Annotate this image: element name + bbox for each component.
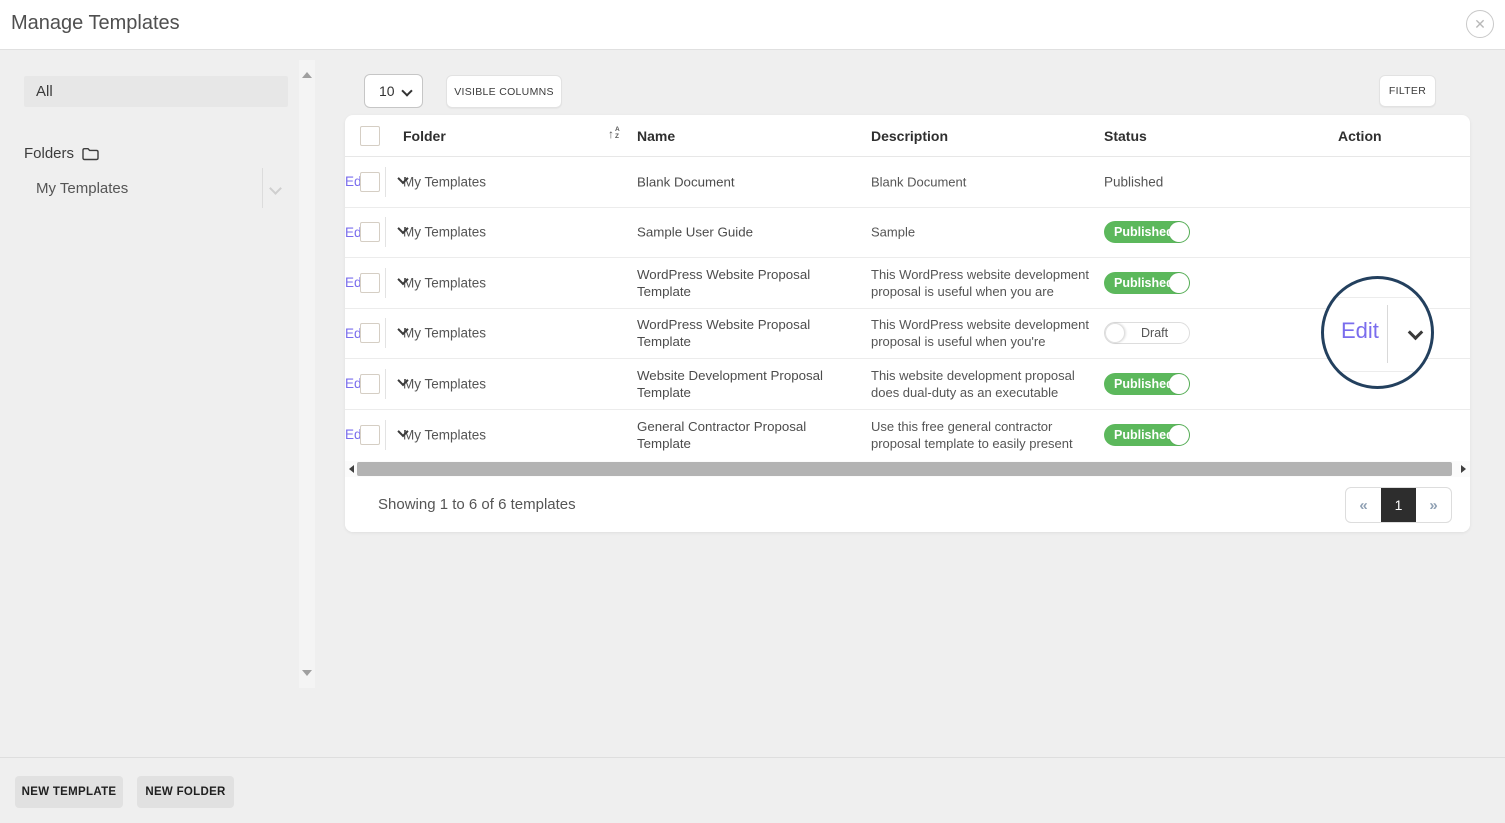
- cell-description: This WordPress website development propo…: [871, 317, 1089, 350]
- cell-name: WordPress Website Proposal Template: [637, 266, 811, 299]
- dialog-footer: NEW TEMPLATE NEW FOLDER: [0, 757, 1505, 823]
- action-divider: [385, 368, 387, 399]
- toggle-knob: [1105, 323, 1125, 344]
- sort-az-icon[interactable]: ↑ A Z: [608, 126, 620, 141]
- visible-columns-button[interactable]: VISIBLE COLUMNS: [446, 75, 562, 108]
- action-divider: [385, 419, 387, 450]
- table-row: My Templates General Contractor Proposal…: [345, 410, 1470, 461]
- table-row: My Templates WordPress Website Proposal …: [345, 258, 1470, 309]
- sidebar-item-divider: [262, 168, 263, 208]
- folders-label: Folders: [24, 145, 75, 162]
- row-checkbox[interactable]: [360, 323, 380, 344]
- sidebar-item-my-templates[interactable]: My Templates: [36, 180, 129, 197]
- action-divider: [385, 217, 387, 248]
- pagination: « 1 »: [1345, 487, 1452, 523]
- column-header-folder[interactable]: Folder: [403, 128, 446, 144]
- filter-button[interactable]: FILTER: [1379, 75, 1436, 107]
- templates-table: Folder ↑ A Z Name Description Status Act…: [345, 115, 1470, 532]
- cell-folder: My Templates: [403, 275, 487, 291]
- folder-icon: [82, 147, 99, 161]
- select-all-checkbox[interactable]: [360, 125, 380, 146]
- cell-description: This WordPress website development propo…: [871, 266, 1089, 299]
- table-footer: Showing 1 to 6 of 6 templates « 1 »: [345, 477, 1470, 532]
- status-toggle-draft[interactable]: Draft: [1104, 322, 1190, 345]
- status-text: Published: [1104, 174, 1164, 190]
- scroll-right-icon[interactable]: [1461, 465, 1466, 473]
- row-checkbox[interactable]: [360, 373, 380, 394]
- scroll-left-icon[interactable]: [349, 465, 354, 473]
- column-header-name[interactable]: Name: [637, 128, 676, 144]
- cell-description: Blank Document: [871, 174, 967, 190]
- close-icon: ✕: [1474, 15, 1486, 32]
- row-checkbox[interactable]: [360, 424, 380, 445]
- cell-name: WordPress Website Proposal Template: [637, 317, 811, 350]
- cell-folder: My Templates: [403, 325, 487, 341]
- row-checkbox[interactable]: [360, 222, 380, 243]
- page-title: Manage Templates: [11, 12, 180, 34]
- folders-heading: Folders: [24, 145, 99, 162]
- cell-folder: My Templates: [403, 376, 487, 392]
- horizontal-scrollbar[interactable]: [345, 461, 1470, 477]
- cell-name: General Contractor Proposal Template: [637, 418, 807, 451]
- sidebar-item-all[interactable]: All: [24, 76, 288, 107]
- chevron-down-icon: [401, 85, 413, 97]
- toggle-knob: [1169, 222, 1189, 243]
- table-row: My Templates Sample User Guide Sample Pu…: [345, 208, 1470, 258]
- scroll-down-icon[interactable]: [302, 670, 312, 676]
- cell-name: Sample User Guide: [637, 224, 754, 240]
- cell-folder: My Templates: [403, 174, 487, 190]
- results-summary: Showing 1 to 6 of 6 templates: [378, 496, 576, 513]
- toggle-knob: [1169, 272, 1189, 293]
- dialog-header: Manage Templates ✕: [0, 0, 1505, 50]
- pagination-next-button[interactable]: »: [1429, 496, 1438, 514]
- row-checkbox[interactable]: [360, 171, 380, 192]
- column-header-description[interactable]: Description: [871, 128, 949, 144]
- pagination-current-page[interactable]: 1: [1381, 488, 1416, 522]
- edit-button-magnified[interactable]: Edit: [1341, 318, 1379, 343]
- cell-description: Use this free general contractor proposa…: [871, 418, 1073, 451]
- status-toggle-published[interactable]: Published: [1104, 423, 1190, 446]
- cell-description: This website development proposal does d…: [871, 367, 1075, 400]
- column-header-status[interactable]: Status: [1104, 128, 1147, 144]
- row-checkbox[interactable]: [360, 272, 380, 293]
- toggle-knob: [1169, 373, 1189, 394]
- action-divider: [1387, 305, 1388, 363]
- table-row: My Templates Blank Document Blank Docume…: [345, 157, 1470, 208]
- status-toggle-published[interactable]: Published: [1104, 271, 1190, 294]
- toggle-knob: [1169, 424, 1189, 445]
- column-header-action: Action: [1338, 128, 1382, 144]
- close-button[interactable]: ✕: [1466, 10, 1494, 38]
- sidebar-scrollbar[interactable]: [299, 60, 315, 688]
- page-size-value: 10: [379, 83, 395, 99]
- new-template-button[interactable]: NEW TEMPLATE: [15, 776, 123, 808]
- row-divider: [1324, 297, 1431, 298]
- action-divider: [385, 318, 387, 349]
- pagination-prev-button[interactable]: «: [1359, 496, 1368, 514]
- magnifier-loupe: Edit: [1321, 276, 1434, 389]
- status-toggle-published[interactable]: Published: [1104, 372, 1190, 395]
- scroll-up-icon[interactable]: [302, 72, 312, 78]
- chevron-down-icon[interactable]: [1407, 324, 1424, 341]
- row-divider: [1324, 371, 1431, 372]
- cell-name: Blank Document: [637, 174, 735, 190]
- cell-folder: My Templates: [403, 427, 487, 443]
- action-divider: [385, 166, 387, 197]
- table-row: My Templates WordPress Website Proposal …: [345, 309, 1470, 359]
- table-header-row: Folder ↑ A Z Name Description Status Act…: [345, 115, 1470, 157]
- table-row: My Templates Website Development Proposa…: [345, 359, 1470, 410]
- cell-description: Sample: [871, 224, 916, 240]
- action-divider: [385, 267, 387, 298]
- status-toggle-published[interactable]: Published: [1104, 221, 1190, 244]
- cell-name: Website Development Proposal Template: [637, 367, 824, 400]
- scrollbar-thumb[interactable]: [357, 462, 1452, 476]
- cell-folder: My Templates: [403, 224, 487, 240]
- new-folder-button[interactable]: NEW FOLDER: [137, 776, 234, 808]
- page-size-select[interactable]: 10: [364, 74, 423, 108]
